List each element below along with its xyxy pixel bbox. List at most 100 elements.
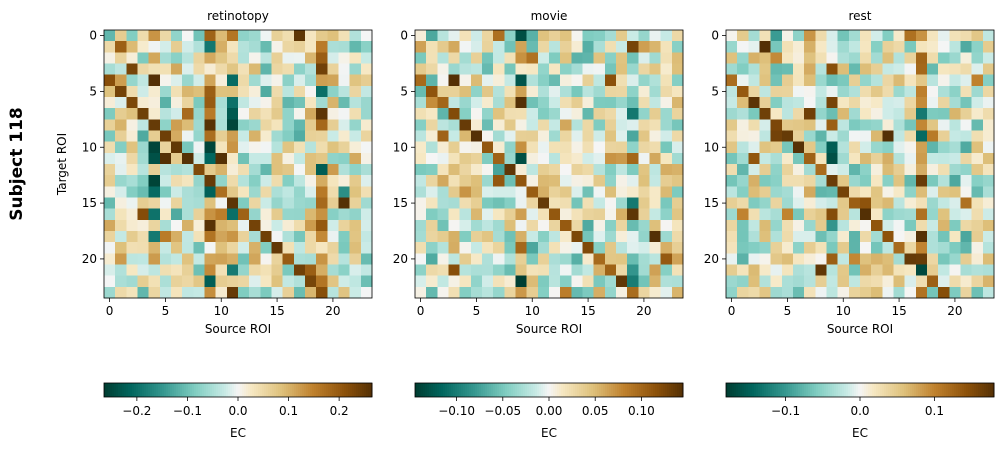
heatmap-cell: [459, 275, 472, 288]
heatmap-cell: [560, 186, 572, 198]
heatmap-cell: [627, 253, 639, 265]
heatmap-cell: [459, 52, 472, 64]
heatmap-cell: [793, 41, 805, 53]
heatmap-cell: [293, 119, 306, 131]
heatmap-cell: [893, 52, 906, 64]
heatmap-cell: [327, 219, 339, 232]
colorbar-segment: [776, 383, 779, 397]
colorbar-segment: [599, 383, 602, 397]
heatmap-cell: [837, 119, 850, 131]
heatmap-cell: [182, 108, 194, 120]
heatmap-cell: [616, 74, 628, 87]
heatmap-cell: [493, 286, 505, 299]
heatmap-cell: [815, 141, 827, 154]
heatmap-cell: [537, 286, 550, 299]
heatmap-cell: [215, 264, 228, 277]
heatmap-cell: [193, 175, 205, 187]
heatmap-cell: [148, 197, 161, 210]
heatmap-cell: [660, 41, 673, 53]
heatmap-cell: [249, 286, 261, 299]
heatmap-cell: [126, 275, 138, 288]
colorbar-segment: [571, 383, 574, 397]
heatmap-cell: [470, 208, 483, 221]
heatmap-cell: [293, 275, 306, 288]
heatmap-cell: [271, 253, 284, 265]
heatmap-cell: [305, 219, 317, 232]
heatmap-cell: [159, 63, 172, 76]
colorbar-segment: [633, 383, 636, 397]
colorbar-segment: [457, 383, 460, 397]
heatmap-cell: [737, 197, 749, 210]
heatmap-cell: [582, 208, 595, 221]
heatmap-cell: [215, 286, 228, 299]
heatmap-cell: [826, 286, 839, 299]
colorbar-segment: [740, 383, 743, 397]
heatmap-cell: [249, 52, 261, 64]
colorbar-segment: [286, 383, 289, 397]
heatmap-cell: [837, 164, 850, 176]
heatmap-cell: [515, 264, 528, 277]
colorbar-segment: [561, 383, 564, 397]
heatmap-cell: [804, 52, 816, 64]
heatmap-cell: [415, 186, 427, 198]
heatmap-cell: [159, 253, 172, 265]
colorbar-segment: [166, 383, 169, 397]
heatmap-cell: [770, 175, 783, 187]
heatmap-cell: [871, 74, 883, 87]
heatmap-cell: [182, 197, 194, 210]
colorbar-segment: [242, 383, 245, 397]
heatmap-cell: [793, 119, 805, 131]
y-tick-label: 5: [711, 84, 719, 98]
colorbar-segment: [354, 383, 357, 397]
heatmap-cell: [616, 63, 628, 76]
heatmap-cell: [526, 286, 539, 299]
colorbar-segment: [591, 383, 594, 397]
heatmap-cell: [171, 231, 183, 243]
heatmap-cell: [338, 219, 351, 232]
heatmap-cell: [848, 108, 861, 120]
heatmap-cell: [971, 52, 984, 64]
colorbar-segment: [796, 383, 799, 397]
colorbar-segment: [838, 383, 841, 397]
heatmap-cell: [604, 197, 617, 210]
heatmap-cell: [493, 164, 505, 176]
heatmap-cell: [137, 231, 150, 243]
heatmap-cell: [560, 97, 572, 109]
colorbar-segment: [613, 383, 616, 397]
colorbar-segment: [324, 383, 327, 397]
heatmap-cell: [437, 41, 449, 53]
heatmap-cell: [560, 152, 572, 165]
heatmap-cell: [893, 286, 906, 299]
heatmap-cell: [627, 41, 639, 53]
heatmap-cell: [137, 275, 150, 288]
heatmap-cell: [759, 63, 772, 76]
heatmap-cell: [560, 264, 572, 277]
colorbar-segment: [846, 383, 849, 397]
colorbar-segment: [344, 383, 347, 397]
heatmap-cell: [137, 52, 150, 64]
colorbar-segment: [525, 383, 528, 397]
colorbar-segment: [563, 383, 566, 397]
heatmap-cell: [159, 164, 172, 176]
heatmap-cell: [660, 130, 673, 143]
heatmap-cell: [515, 186, 528, 198]
heatmap-cell: [726, 264, 738, 277]
colorbar-segment: [938, 383, 941, 397]
heatmap-cell: [571, 275, 583, 288]
colorbar-segment: [964, 383, 967, 397]
heatmap-cell: [360, 286, 373, 299]
heatmap-cell: [193, 119, 205, 131]
colorbar-segment: [475, 383, 478, 397]
colorbar-segment: [220, 383, 223, 397]
colorbar-segment: [960, 383, 963, 397]
heatmap-cell: [915, 141, 928, 154]
heatmap-cell: [671, 197, 684, 210]
heatmap-cell: [971, 141, 984, 154]
heatmap-cell: [126, 231, 138, 243]
heatmap-cell: [148, 275, 161, 288]
heatmap-cell: [748, 219, 760, 232]
heatmap-cell: [949, 141, 961, 154]
colorbar-segment: [316, 383, 319, 397]
heatmap-cell: [171, 141, 183, 154]
heatmap-cell: [249, 164, 261, 176]
